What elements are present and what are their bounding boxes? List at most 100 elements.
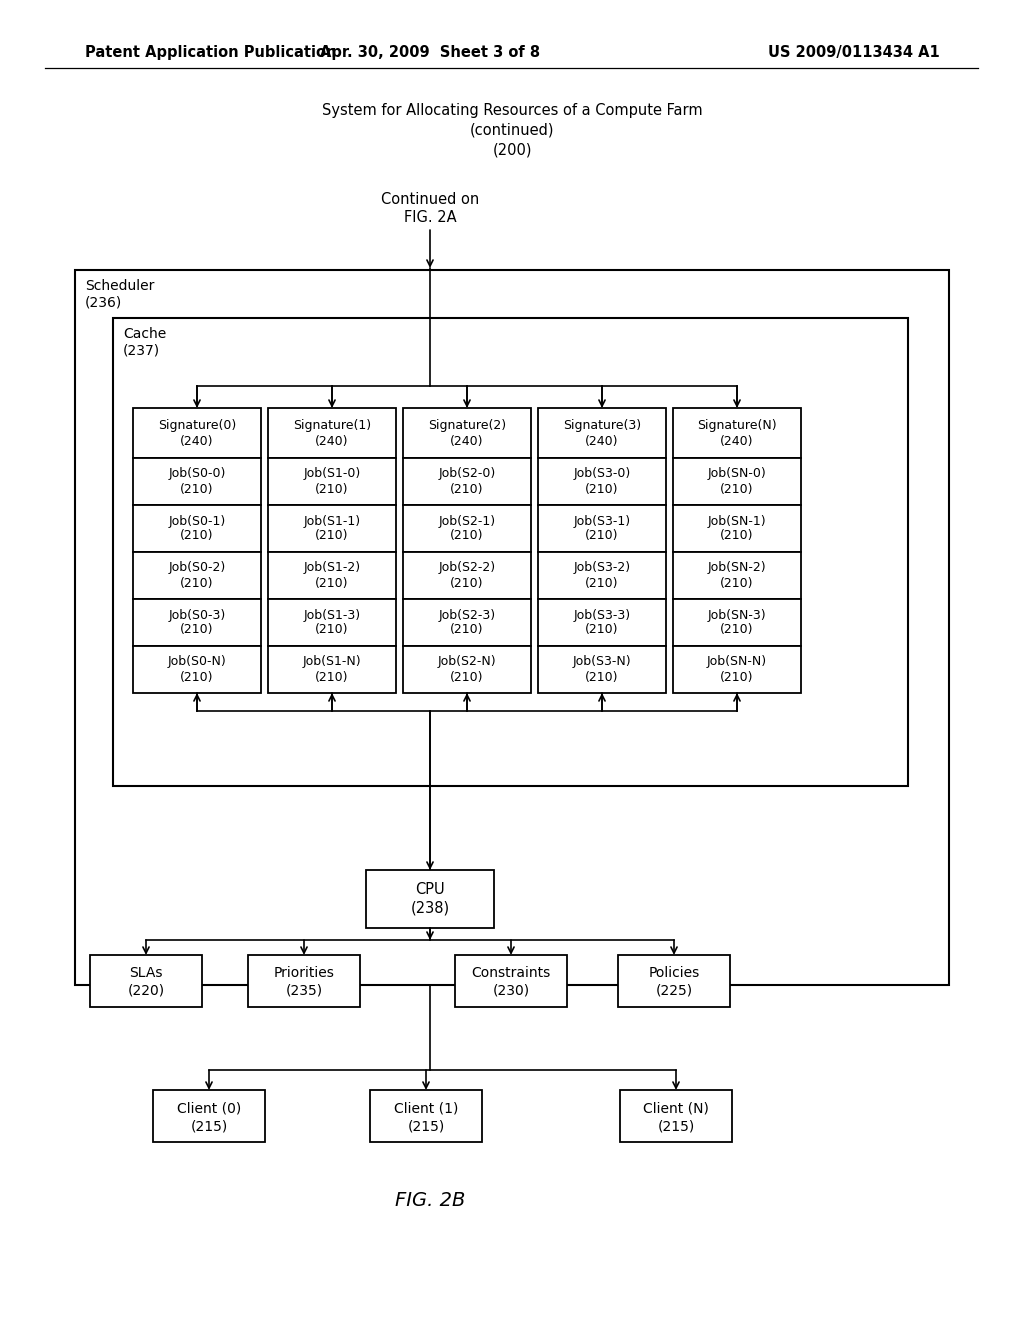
Text: Job(S3-0): Job(S3-0) [573, 467, 631, 480]
Bar [133, 506, 261, 552]
Bar [366, 870, 494, 928]
Text: (215): (215) [408, 1119, 444, 1133]
Bar [268, 506, 396, 552]
Text: Job(S3-2): Job(S3-2) [573, 561, 631, 574]
Text: (215): (215) [657, 1119, 694, 1133]
Bar [268, 408, 396, 458]
Text: Policies: Policies [648, 966, 699, 979]
Bar [133, 645, 261, 693]
Text: US 2009/0113434 A1: US 2009/0113434 A1 [768, 45, 940, 59]
Text: (210): (210) [315, 577, 349, 590]
Text: (210): (210) [720, 623, 754, 636]
Text: (210): (210) [586, 529, 618, 543]
Bar [538, 599, 666, 645]
Bar [455, 954, 567, 1007]
Bar [370, 1090, 482, 1142]
Text: (210): (210) [180, 671, 214, 684]
Bar [618, 954, 730, 1007]
Text: SLAs: SLAs [129, 966, 163, 979]
Text: Job(S2-0): Job(S2-0) [438, 467, 496, 480]
Text: (210): (210) [180, 577, 214, 590]
Text: (240): (240) [586, 436, 618, 449]
Text: Job(S1-1): Job(S1-1) [303, 515, 360, 528]
Text: Job(S0-1): Job(S0-1) [168, 515, 225, 528]
Text: System for Allocating Resources of a Compute Farm: System for Allocating Resources of a Com… [322, 103, 702, 117]
Bar [673, 506, 801, 552]
Bar [538, 506, 666, 552]
Text: (210): (210) [586, 671, 618, 684]
Text: (210): (210) [451, 671, 483, 684]
Text: (210): (210) [451, 483, 483, 495]
Bar [268, 599, 396, 645]
Bar [268, 552, 396, 599]
Text: (235): (235) [286, 983, 323, 998]
Text: Job(SN-N): Job(SN-N) [707, 656, 767, 668]
Text: (200): (200) [493, 143, 531, 157]
Bar [538, 645, 666, 693]
Text: Job(S1-N): Job(S1-N) [303, 656, 361, 668]
Text: (210): (210) [586, 483, 618, 495]
Text: FIG. 2A: FIG. 2A [403, 210, 457, 226]
Text: Apr. 30, 2009  Sheet 3 of 8: Apr. 30, 2009 Sheet 3 of 8 [319, 45, 540, 59]
Text: (210): (210) [315, 623, 349, 636]
Text: Patent Application Publication: Patent Application Publication [85, 45, 337, 59]
Bar [113, 318, 908, 785]
Text: Client (N): Client (N) [643, 1101, 709, 1115]
Text: Client (0): Client (0) [177, 1101, 241, 1115]
Text: Client (1): Client (1) [394, 1101, 458, 1115]
Bar [673, 645, 801, 693]
Text: Job(S1-3): Job(S1-3) [303, 609, 360, 622]
Text: Signature(2): Signature(2) [428, 418, 506, 432]
Bar [268, 458, 396, 506]
Text: (210): (210) [720, 577, 754, 590]
Bar [673, 599, 801, 645]
Bar [133, 552, 261, 599]
Bar [133, 458, 261, 506]
Text: Cache: Cache [123, 327, 166, 341]
Text: Job(S1-2): Job(S1-2) [303, 561, 360, 574]
Text: Job(SN-1): Job(SN-1) [708, 515, 766, 528]
Text: (210): (210) [315, 529, 349, 543]
Text: (210): (210) [315, 483, 349, 495]
Text: (225): (225) [655, 983, 692, 998]
Text: Continued on: Continued on [381, 193, 479, 207]
Text: Signature(0): Signature(0) [158, 418, 237, 432]
Text: (238): (238) [411, 900, 450, 916]
Text: Job(S3-1): Job(S3-1) [573, 515, 631, 528]
Text: (210): (210) [451, 577, 483, 590]
Text: (210): (210) [180, 483, 214, 495]
Text: Job(S3-3): Job(S3-3) [573, 609, 631, 622]
Text: (210): (210) [451, 623, 483, 636]
Bar [133, 599, 261, 645]
Bar [673, 552, 801, 599]
Bar [538, 458, 666, 506]
Text: FIG. 2B: FIG. 2B [395, 1191, 465, 1209]
Bar [403, 408, 531, 458]
Text: (220): (220) [127, 983, 165, 998]
Text: (210): (210) [180, 623, 214, 636]
Text: Scheduler: Scheduler [85, 279, 155, 293]
Text: Priorities: Priorities [273, 966, 335, 979]
Bar [538, 552, 666, 599]
Bar [403, 458, 531, 506]
Text: (210): (210) [586, 577, 618, 590]
Text: CPU: CPU [415, 883, 444, 898]
Bar [403, 645, 531, 693]
Text: (210): (210) [451, 529, 483, 543]
Text: (215): (215) [190, 1119, 227, 1133]
Text: (210): (210) [720, 671, 754, 684]
Text: (240): (240) [451, 436, 483, 449]
Bar [673, 458, 801, 506]
Bar [153, 1090, 265, 1142]
Text: Signature(1): Signature(1) [293, 418, 371, 432]
Text: Job(S2-1): Job(S2-1) [438, 515, 496, 528]
Text: Job(S0-0): Job(S0-0) [168, 467, 225, 480]
Text: (210): (210) [586, 623, 618, 636]
Bar [538, 408, 666, 458]
Text: (210): (210) [720, 483, 754, 495]
Text: Signature(3): Signature(3) [563, 418, 641, 432]
Bar [75, 271, 949, 985]
Bar [673, 408, 801, 458]
Bar [248, 954, 360, 1007]
Text: Signature(N): Signature(N) [697, 418, 777, 432]
